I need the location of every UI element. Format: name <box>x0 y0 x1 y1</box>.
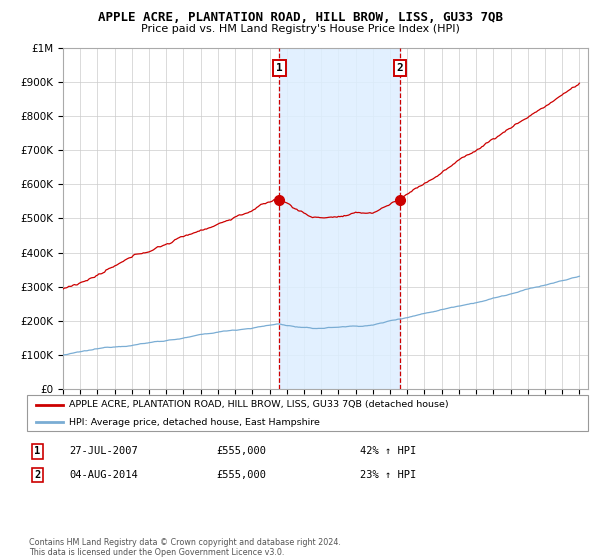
Text: 1: 1 <box>34 446 40 456</box>
Text: 2: 2 <box>34 470 40 480</box>
Text: 23% ↑ HPI: 23% ↑ HPI <box>360 470 416 480</box>
Text: 27-JUL-2007: 27-JUL-2007 <box>69 446 138 456</box>
Text: HPI: Average price, detached house, East Hampshire: HPI: Average price, detached house, East… <box>69 418 320 427</box>
Text: APPLE ACRE, PLANTATION ROAD, HILL BROW, LISS, GU33 7QB: APPLE ACRE, PLANTATION ROAD, HILL BROW, … <box>97 11 503 24</box>
Text: 2: 2 <box>397 63 404 73</box>
Text: APPLE ACRE, PLANTATION ROAD, HILL BROW, LISS, GU33 7QB (detached house): APPLE ACRE, PLANTATION ROAD, HILL BROW, … <box>69 400 449 409</box>
Text: 1: 1 <box>276 63 283 73</box>
Text: Price paid vs. HM Land Registry's House Price Index (HPI): Price paid vs. HM Land Registry's House … <box>140 24 460 34</box>
Text: £555,000: £555,000 <box>216 446 266 456</box>
Text: 04-AUG-2014: 04-AUG-2014 <box>69 470 138 480</box>
Text: 42% ↑ HPI: 42% ↑ HPI <box>360 446 416 456</box>
Text: Contains HM Land Registry data © Crown copyright and database right 2024.
This d: Contains HM Land Registry data © Crown c… <box>29 538 341 557</box>
Bar <box>280 48 400 389</box>
Text: £555,000: £555,000 <box>216 470 266 480</box>
